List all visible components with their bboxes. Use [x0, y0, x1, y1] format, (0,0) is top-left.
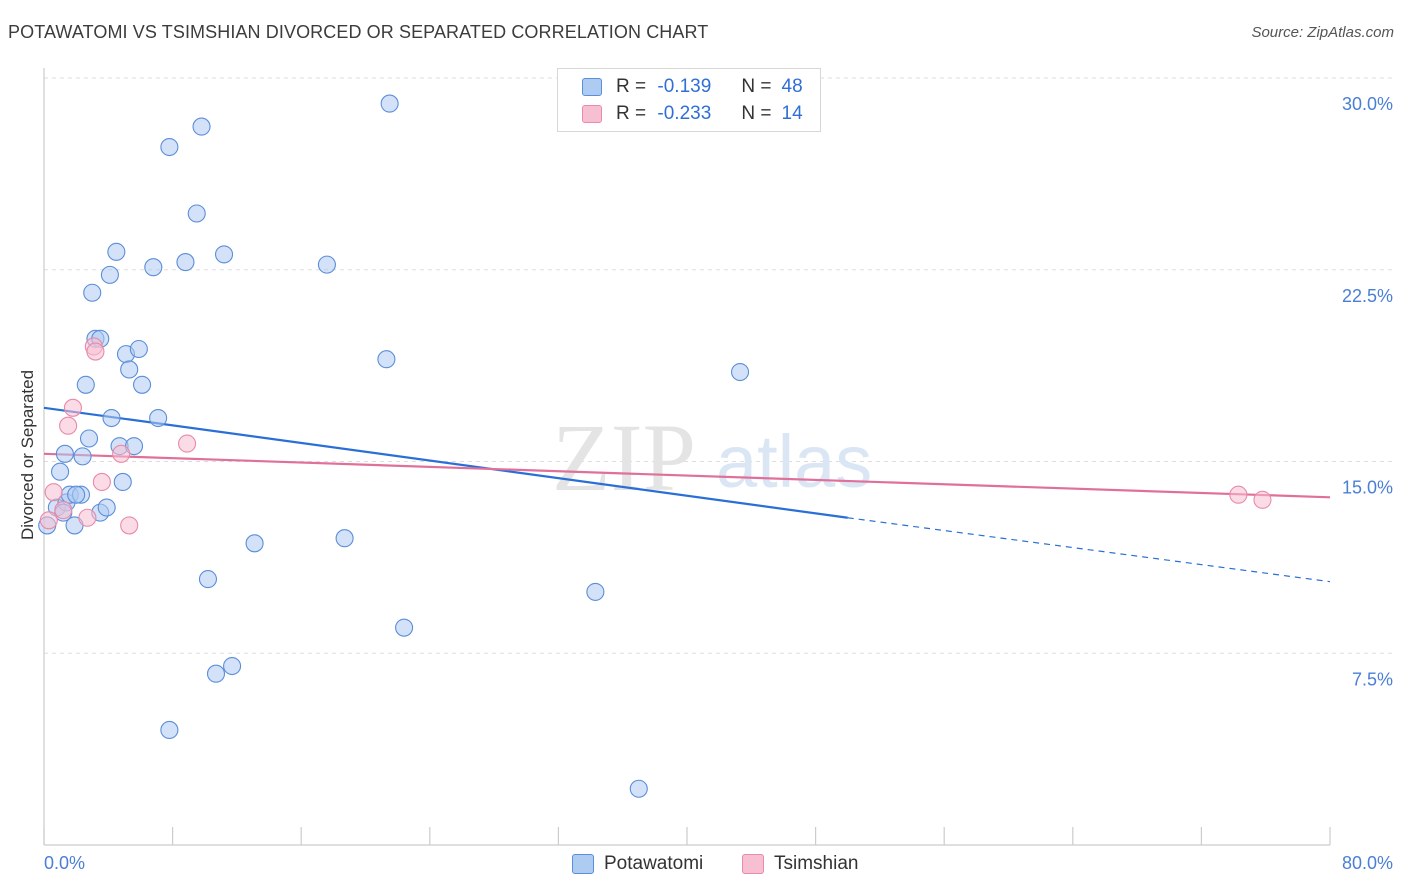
potawatomi-point	[100, 265, 119, 284]
trend-line-potawatomi	[43, 406, 848, 519]
trend-line-tsimshian	[43, 452, 1331, 499]
data-points	[38, 94, 1272, 798]
legend-swatch-tsimshian	[582, 105, 602, 123]
legend-row-tsimshian: R = -0.233 N = 14	[582, 102, 803, 126]
trend-line-potawatomi-extrapolated	[847, 517, 1331, 583]
watermark: ZIP atlas	[552, 404, 872, 511]
potawatomi-point	[335, 529, 354, 548]
y-tick-label: 30.0%	[1342, 94, 1393, 114]
legend-n-value: 48	[781, 76, 803, 97]
bottom-legend-label-tsimshian: Tsimshian	[774, 853, 859, 874]
bottom-legend-potawatomi: Potawatomi	[572, 851, 703, 877]
bottom-legend-swatch-potawatomi	[572, 854, 594, 874]
axes	[43, 68, 1331, 846]
bottom-legend-swatch-tsimshian	[742, 854, 764, 874]
potawatomi-point	[206, 664, 226, 683]
legend-row-potawatomi: R = -0.139 N = 48	[582, 75, 803, 99]
tsimshian-point	[178, 434, 197, 453]
y-tick-label: 15.0%	[1342, 478, 1393, 498]
tsimshian-point	[1253, 490, 1272, 509]
legend-n-label: N =	[741, 76, 772, 97]
potawatomi-point	[223, 656, 242, 676]
y-axis-label: Divorced or Separated	[18, 370, 37, 540]
tsimshian-point	[78, 508, 97, 527]
x-tick-label-min: 0.0%	[44, 853, 85, 873]
potawatomi-point	[55, 444, 74, 463]
potawatomi-point	[160, 720, 179, 740]
legend-n-label: N =	[741, 103, 772, 124]
potawatomi-point	[76, 375, 95, 394]
potawatomi-point	[149, 408, 168, 428]
potawatomi-point	[187, 204, 206, 223]
potawatomi-point	[160, 137, 179, 157]
potawatomi-point	[176, 253, 195, 272]
potawatomi-point	[107, 242, 126, 261]
potawatomi-point	[79, 429, 99, 448]
gridlines	[44, 77, 1392, 654]
potawatomi-point	[133, 375, 152, 394]
chart-title: POTAWATOMI VS TSIMSHIAN DIVORCED OR SEPA…	[8, 22, 709, 42]
potawatomi-point	[198, 570, 218, 589]
correlation-legend: R = -0.139 N = 48 R = -0.233 N = 14	[557, 68, 821, 132]
potawatomi-point	[83, 283, 102, 302]
y-tick-label: 22.5%	[1342, 286, 1393, 306]
potawatomi-point	[144, 258, 163, 277]
legend-r-label: R =	[616, 103, 647, 124]
tsimshian-point	[54, 501, 73, 520]
potawatomi-point	[214, 245, 234, 264]
source-label: Source: ZipAtlas.com	[1251, 24, 1394, 41]
potawatomi-point	[629, 779, 648, 798]
potawatomi-point	[395, 618, 414, 637]
bottom-legend-tsimshian: Tsimshian	[742, 851, 858, 877]
x-tick-label-max: 80.0%	[1342, 853, 1393, 873]
potawatomi-point	[586, 582, 605, 601]
tsimshian-point	[86, 342, 105, 361]
potawatomi-point	[102, 408, 121, 428]
potawatomi-point	[120, 360, 139, 379]
tick-labels: 7.5% 15.0% 22.5% 30.0% 0.0% 80.0%	[44, 94, 1393, 873]
potawatomi-point	[377, 350, 396, 369]
legend-swatch-potawatomi	[582, 78, 602, 96]
bottom-legend-label-potawatomi: Potawatomi	[604, 853, 704, 874]
legend-r-value: -0.233	[657, 103, 712, 124]
watermark-atlas: atlas	[716, 420, 872, 503]
tsimshian-point	[1229, 485, 1248, 504]
tsimshian-point	[39, 511, 58, 530]
potawatomi-point	[129, 339, 148, 359]
potawatomi-point	[97, 498, 116, 517]
potawatomi-point	[380, 94, 399, 113]
y-tick-label: 7.5%	[1352, 669, 1393, 689]
tsimshian-point	[120, 516, 139, 535]
tsimshian-point	[44, 483, 63, 502]
potawatomi-point	[245, 534, 264, 553]
potawatomi-point	[73, 447, 92, 466]
potawatomi-point	[67, 485, 86, 504]
legend-r-value: -0.139	[657, 76, 712, 97]
tsimshian-point	[59, 416, 78, 435]
potawatomi-point	[51, 462, 70, 481]
potawatomi-point	[317, 255, 336, 274]
tsimshian-point	[63, 398, 82, 417]
trend-lines	[43, 406, 1331, 583]
potawatomi-point	[730, 362, 750, 382]
tsimshian-point	[92, 472, 111, 492]
potawatomi-point	[113, 472, 132, 492]
legend-n-value: 14	[781, 103, 803, 124]
legend-r-label: R =	[616, 76, 647, 97]
tsimshian-point	[112, 444, 131, 463]
potawatomi-point	[192, 117, 211, 136]
